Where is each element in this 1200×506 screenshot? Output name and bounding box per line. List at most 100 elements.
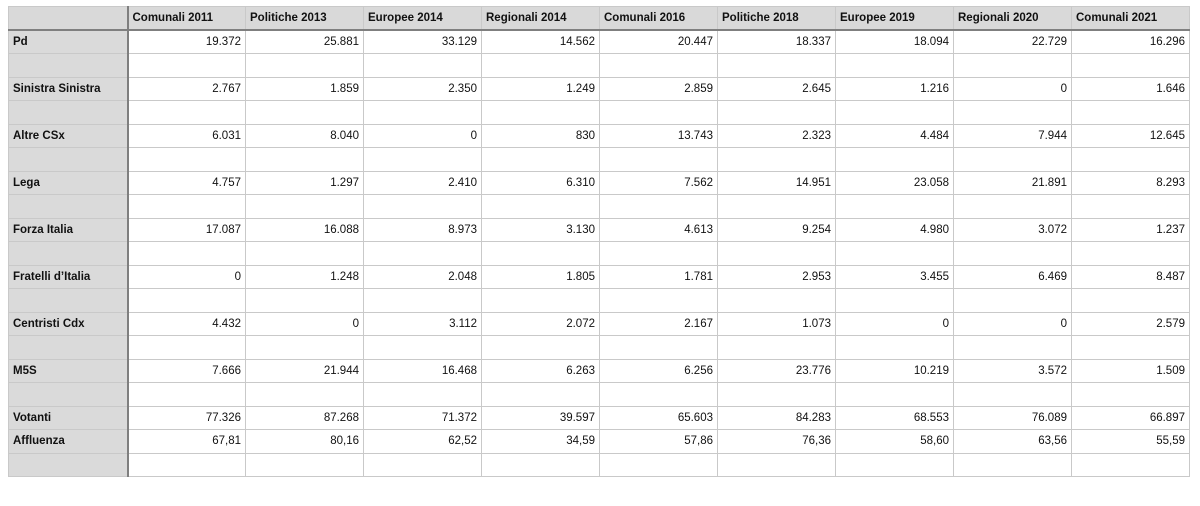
- table-cell[interactable]: 20.447: [599, 29, 718, 54]
- table-cell[interactable]: [1071, 335, 1190, 360]
- table-cell[interactable]: [245, 382, 364, 407]
- row-header[interactable]: Pd: [8, 29, 129, 54]
- table-cell[interactable]: 1.073: [717, 311, 836, 336]
- row-header[interactable]: [8, 241, 129, 266]
- table-cell[interactable]: 6.310: [481, 170, 600, 195]
- table-cell[interactable]: 18.094: [835, 29, 954, 54]
- table-cell[interactable]: 2.048: [363, 264, 482, 289]
- table-cell[interactable]: 4.757: [127, 170, 246, 195]
- table-cell[interactable]: 1.646: [1071, 76, 1190, 101]
- table-cell[interactable]: [717, 100, 836, 125]
- table-cell[interactable]: [953, 382, 1072, 407]
- table-cell[interactable]: [599, 382, 718, 407]
- table-cell[interactable]: [835, 147, 954, 172]
- table-cell[interactable]: 2.350: [363, 76, 482, 101]
- table-cell[interactable]: [127, 335, 246, 360]
- column-header[interactable]: Regionali 2020: [953, 6, 1072, 31]
- table-cell[interactable]: 2.579: [1071, 311, 1190, 336]
- table-cell[interactable]: [835, 194, 954, 219]
- column-header[interactable]: Regionali 2014: [481, 6, 600, 31]
- table-cell[interactable]: 8.487: [1071, 264, 1190, 289]
- table-cell[interactable]: 55,59: [1071, 429, 1190, 454]
- table-cell[interactable]: 65.603: [599, 405, 718, 430]
- table-cell[interactable]: [363, 147, 482, 172]
- table-cell[interactable]: [717, 53, 836, 78]
- table-cell[interactable]: 16.468: [363, 358, 482, 383]
- table-cell[interactable]: 3.130: [481, 217, 600, 242]
- table-cell[interactable]: [1071, 382, 1190, 407]
- table-cell[interactable]: 87.268: [245, 405, 364, 430]
- table-cell[interactable]: 23.776: [717, 358, 836, 383]
- table-cell[interactable]: [953, 452, 1072, 477]
- table-cell[interactable]: 3.455: [835, 264, 954, 289]
- table-cell[interactable]: 3.112: [363, 311, 482, 336]
- table-cell[interactable]: [245, 53, 364, 78]
- table-cell[interactable]: [245, 452, 364, 477]
- table-cell[interactable]: [1071, 100, 1190, 125]
- table-cell[interactable]: [127, 194, 246, 219]
- table-cell[interactable]: 14.562: [481, 29, 600, 54]
- table-cell[interactable]: 8.973: [363, 217, 482, 242]
- row-header[interactable]: [8, 147, 129, 172]
- table-cell[interactable]: [127, 100, 246, 125]
- table-cell[interactable]: 8.040: [245, 123, 364, 148]
- row-header[interactable]: [8, 382, 129, 407]
- table-cell[interactable]: 84.283: [717, 405, 836, 430]
- table-cell[interactable]: 1.237: [1071, 217, 1190, 242]
- table-cell[interactable]: [245, 335, 364, 360]
- table-cell[interactable]: [717, 147, 836, 172]
- table-cell[interactable]: [1071, 452, 1190, 477]
- table-cell[interactable]: 6.263: [481, 358, 600, 383]
- table-cell[interactable]: [245, 241, 364, 266]
- table-cell[interactable]: [835, 100, 954, 125]
- table-cell[interactable]: 2.072: [481, 311, 600, 336]
- row-header[interactable]: Fratelli d’Italia: [8, 264, 129, 289]
- table-cell[interactable]: [717, 241, 836, 266]
- table-cell[interactable]: 4.484: [835, 123, 954, 148]
- table-cell[interactable]: [245, 147, 364, 172]
- table-cell[interactable]: [363, 452, 482, 477]
- table-cell[interactable]: 17.087: [127, 217, 246, 242]
- table-cell[interactable]: 8.293: [1071, 170, 1190, 195]
- table-cell[interactable]: 76,36: [717, 429, 836, 454]
- table-cell[interactable]: [835, 335, 954, 360]
- table-cell[interactable]: [127, 147, 246, 172]
- table-cell[interactable]: 7.666: [127, 358, 246, 383]
- table-cell[interactable]: [717, 452, 836, 477]
- table-cell[interactable]: 6.256: [599, 358, 718, 383]
- table-cell[interactable]: [599, 452, 718, 477]
- corner-cell[interactable]: [8, 6, 129, 31]
- table-cell[interactable]: 2.167: [599, 311, 718, 336]
- row-header[interactable]: [8, 452, 129, 477]
- row-header[interactable]: [8, 100, 129, 125]
- table-cell[interactable]: [481, 147, 600, 172]
- table-cell[interactable]: [363, 335, 482, 360]
- row-header[interactable]: [8, 194, 129, 219]
- table-cell[interactable]: [953, 335, 1072, 360]
- table-cell[interactable]: 1.297: [245, 170, 364, 195]
- table-cell[interactable]: 4.980: [835, 217, 954, 242]
- table-cell[interactable]: [481, 382, 600, 407]
- table-cell[interactable]: 18.337: [717, 29, 836, 54]
- table-cell[interactable]: 1.781: [599, 264, 718, 289]
- table-cell[interactable]: 25.881: [245, 29, 364, 54]
- table-cell[interactable]: 0: [953, 76, 1072, 101]
- table-cell[interactable]: 16.296: [1071, 29, 1190, 54]
- table-cell[interactable]: 1.805: [481, 264, 600, 289]
- row-header[interactable]: Lega: [8, 170, 129, 195]
- table-cell[interactable]: [481, 288, 600, 313]
- table-cell[interactable]: [363, 100, 482, 125]
- table-cell[interactable]: [599, 288, 718, 313]
- table-cell[interactable]: 2.323: [717, 123, 836, 148]
- table-cell[interactable]: 0: [127, 264, 246, 289]
- table-cell[interactable]: [481, 194, 600, 219]
- table-cell[interactable]: 6.031: [127, 123, 246, 148]
- table-cell[interactable]: [1071, 288, 1190, 313]
- table-cell[interactable]: 3.572: [953, 358, 1072, 383]
- table-cell[interactable]: [835, 452, 954, 477]
- table-cell[interactable]: [1071, 53, 1190, 78]
- table-cell[interactable]: 4.613: [599, 217, 718, 242]
- column-header[interactable]: Politiche 2018: [717, 6, 836, 31]
- table-cell[interactable]: 68.553: [835, 405, 954, 430]
- table-cell[interactable]: [717, 194, 836, 219]
